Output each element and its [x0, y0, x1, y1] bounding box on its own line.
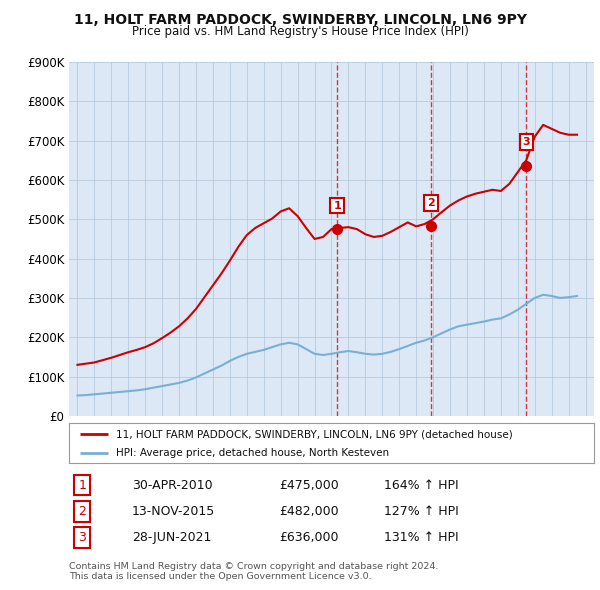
Text: 127% ↑ HPI: 127% ↑ HPI	[384, 505, 459, 518]
Text: Contains HM Land Registry data © Crown copyright and database right 2024.
This d: Contains HM Land Registry data © Crown c…	[69, 562, 439, 581]
Text: £636,000: £636,000	[279, 531, 338, 544]
Text: 30-APR-2010: 30-APR-2010	[132, 478, 212, 491]
Text: 11, HOLT FARM PADDOCK, SWINDERBY, LINCOLN, LN6 9PY (detached house): 11, HOLT FARM PADDOCK, SWINDERBY, LINCOL…	[116, 430, 513, 440]
Text: 3: 3	[523, 137, 530, 147]
Text: 2: 2	[427, 198, 435, 208]
Text: 11, HOLT FARM PADDOCK, SWINDERBY, LINCOLN, LN6 9PY: 11, HOLT FARM PADDOCK, SWINDERBY, LINCOL…	[74, 13, 527, 27]
Text: Price paid vs. HM Land Registry's House Price Index (HPI): Price paid vs. HM Land Registry's House …	[131, 25, 469, 38]
Text: 1: 1	[78, 478, 86, 491]
Text: £475,000: £475,000	[279, 478, 339, 491]
Text: 3: 3	[78, 531, 86, 544]
Text: 164% ↑ HPI: 164% ↑ HPI	[384, 478, 458, 491]
Text: 28-JUN-2021: 28-JUN-2021	[132, 531, 211, 544]
Text: 1: 1	[333, 201, 341, 211]
Text: 13-NOV-2015: 13-NOV-2015	[132, 505, 215, 518]
Text: HPI: Average price, detached house, North Kesteven: HPI: Average price, detached house, Nort…	[116, 448, 389, 458]
Text: £482,000: £482,000	[279, 505, 338, 518]
Text: 131% ↑ HPI: 131% ↑ HPI	[384, 531, 458, 544]
Text: 2: 2	[78, 505, 86, 518]
